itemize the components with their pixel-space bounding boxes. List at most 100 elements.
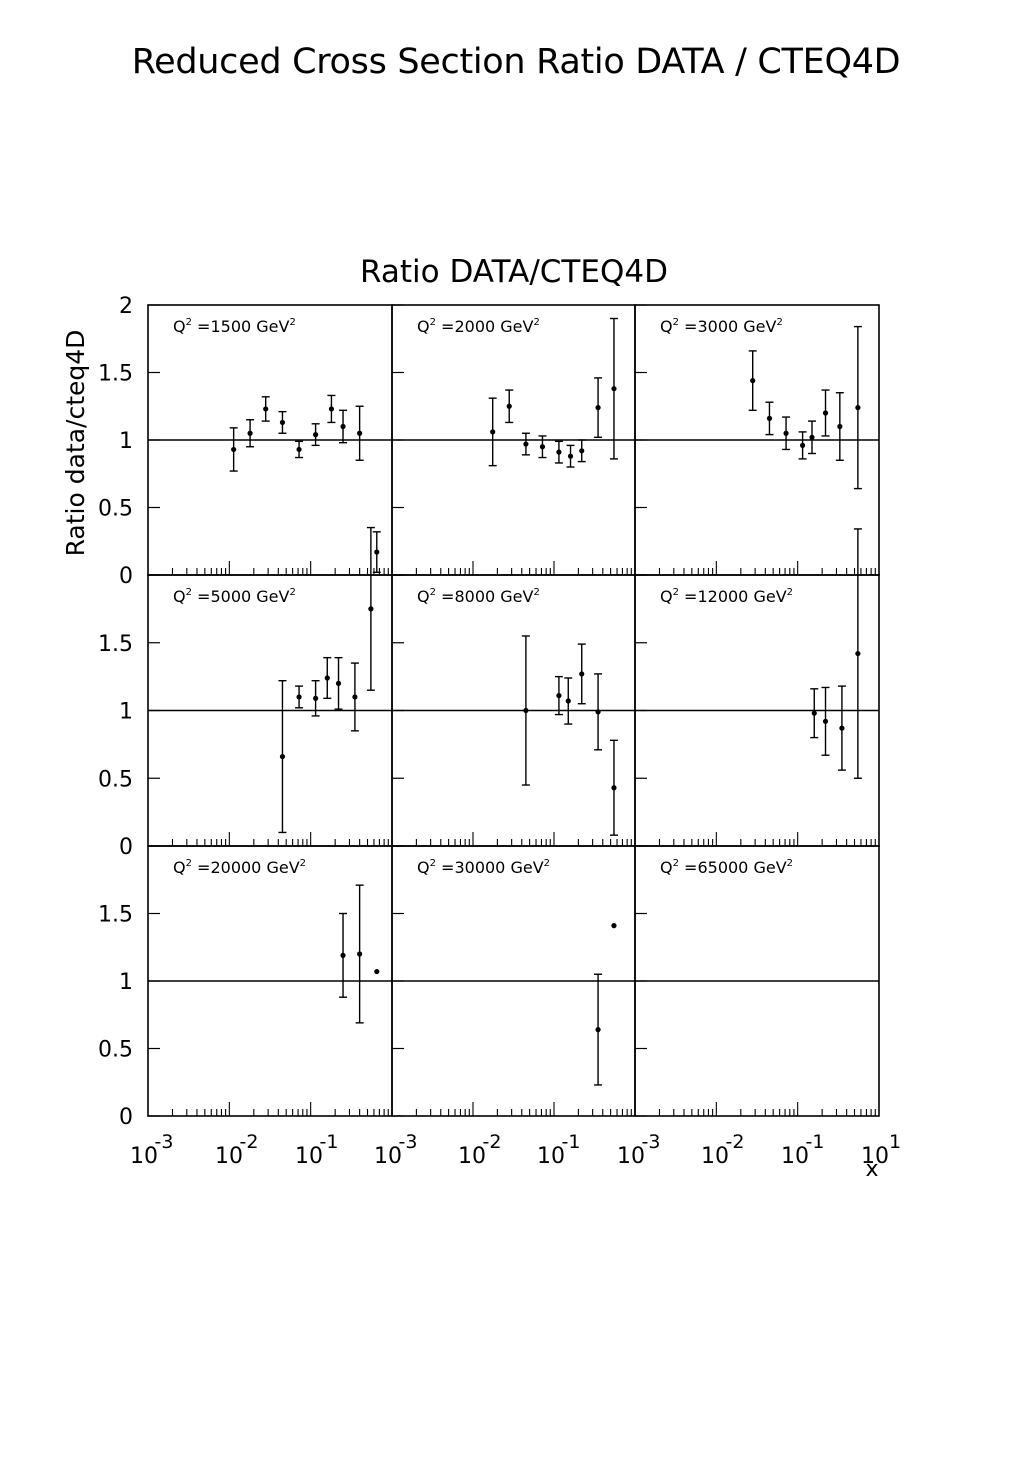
data-point xyxy=(609,739,618,836)
axis-ticks xyxy=(148,304,876,1117)
data-marker xyxy=(279,753,286,760)
data-point xyxy=(853,528,862,779)
x-tick-label: 10-1 xyxy=(537,1131,580,1169)
y-tick-label: 0.5 xyxy=(98,1038,133,1063)
data-marker xyxy=(822,410,829,416)
x-tick-label: 10-1 xyxy=(295,1131,338,1169)
x-tick-exponent: -2 xyxy=(483,1131,502,1153)
data-point xyxy=(821,686,830,756)
y-tick-label: 2 xyxy=(119,294,133,319)
panel-label: Q2 =8000 GeV2 xyxy=(417,587,540,606)
data-point xyxy=(339,912,348,998)
data-point xyxy=(327,394,336,424)
x-tick-exponent: -3 xyxy=(399,1131,418,1153)
x-tick-base: 10 xyxy=(215,1144,243,1169)
data-point xyxy=(295,440,304,459)
data-point xyxy=(554,675,563,716)
data-marker xyxy=(506,403,512,409)
x-tick-base: 10 xyxy=(701,1144,729,1169)
data-marker xyxy=(809,434,815,440)
data-point xyxy=(521,432,530,456)
data-marker xyxy=(822,718,829,724)
data-point xyxy=(577,643,586,705)
x-tick-exponent: -1 xyxy=(320,1131,339,1153)
data-marker xyxy=(783,430,789,436)
data-point xyxy=(837,685,846,771)
data-point xyxy=(810,688,819,739)
data-marker xyxy=(567,453,574,459)
x-tick-exponent: -3 xyxy=(642,1131,661,1153)
data-point xyxy=(278,679,287,834)
data-point xyxy=(853,325,862,490)
data-point xyxy=(521,635,530,786)
data-point xyxy=(355,405,364,461)
x-tick-exponent: 1 xyxy=(889,1131,901,1153)
data-marker xyxy=(324,675,330,681)
y-axis-label: Ratio data/cteq4D xyxy=(61,330,90,557)
data-point xyxy=(278,410,287,434)
data-point xyxy=(372,531,381,573)
y-tick-label: 0 xyxy=(119,835,133,860)
panel-label: Q2 =20000 GeV2 xyxy=(173,858,306,877)
x-tick-label: 10-2 xyxy=(701,1131,744,1169)
data-marker xyxy=(328,406,335,412)
data-point xyxy=(564,677,573,725)
data-point xyxy=(229,427,238,472)
data-marker xyxy=(247,430,253,436)
data-point xyxy=(835,392,844,461)
x-tick-base: 10 xyxy=(295,1144,323,1169)
panel-label: Q2 =2000 GeV2 xyxy=(417,317,540,336)
data-marker xyxy=(611,923,617,929)
data-marker xyxy=(490,429,496,435)
data-marker xyxy=(231,446,237,453)
y-tick-label: 1 xyxy=(119,700,133,725)
data-marker xyxy=(539,444,546,450)
data-marker xyxy=(263,406,269,412)
y-tick-label: 0 xyxy=(119,1105,133,1130)
axis-tick-labels: 00.511.5200.511.500.511.510-310-210-110-… xyxy=(98,294,901,1169)
data-point xyxy=(374,968,380,975)
data-marker xyxy=(279,419,286,426)
x-tick-label: 10-3 xyxy=(130,1131,173,1169)
x-tick-label: 101 xyxy=(861,1131,901,1169)
y-tick-label: 0.5 xyxy=(98,767,133,792)
data-marker xyxy=(313,695,319,701)
data-marker xyxy=(579,448,585,454)
data-marker xyxy=(368,606,374,612)
x-tick-exponent: -2 xyxy=(240,1131,259,1153)
data-point xyxy=(295,685,304,709)
data-marker xyxy=(811,710,817,716)
data-marker xyxy=(340,423,346,430)
data-point xyxy=(609,317,618,460)
x-tick-base: 10 xyxy=(537,1144,565,1169)
data-marker xyxy=(611,386,617,392)
x-tick-label: 10-1 xyxy=(781,1131,824,1169)
data-marker xyxy=(595,1027,601,1033)
x-tick-base: 10 xyxy=(781,1144,809,1169)
chart-title: Ratio DATA/CTEQ4D xyxy=(360,254,668,290)
data-marker xyxy=(352,694,358,700)
data-marker xyxy=(800,442,806,448)
data-marker xyxy=(296,446,302,453)
data-point xyxy=(366,526,375,691)
data-point xyxy=(323,656,332,700)
x-tick-label: 10-3 xyxy=(617,1131,660,1169)
data-marker xyxy=(357,951,363,957)
data-point xyxy=(488,397,497,467)
data-marker xyxy=(766,415,773,421)
data-point xyxy=(334,656,343,710)
y-tick-label: 1.5 xyxy=(98,632,133,657)
x-tick-base: 10 xyxy=(617,1144,645,1169)
x-tick-exponent: -1 xyxy=(806,1131,825,1153)
data-point xyxy=(748,350,757,411)
x-tick-label: 10-3 xyxy=(374,1131,417,1169)
data-marker xyxy=(374,549,380,555)
data-marker xyxy=(523,707,529,714)
data-marker xyxy=(855,650,861,657)
data-marker xyxy=(335,680,342,687)
x-tick-label: 10-2 xyxy=(458,1131,501,1169)
y-tick-label: 0.5 xyxy=(98,497,133,522)
panel-labels: Q2 =1500 GeV2 Q2 =2000 GeV2 Q2 =3000 GeV2 Q… xyxy=(173,317,793,877)
data-point xyxy=(261,396,270,422)
